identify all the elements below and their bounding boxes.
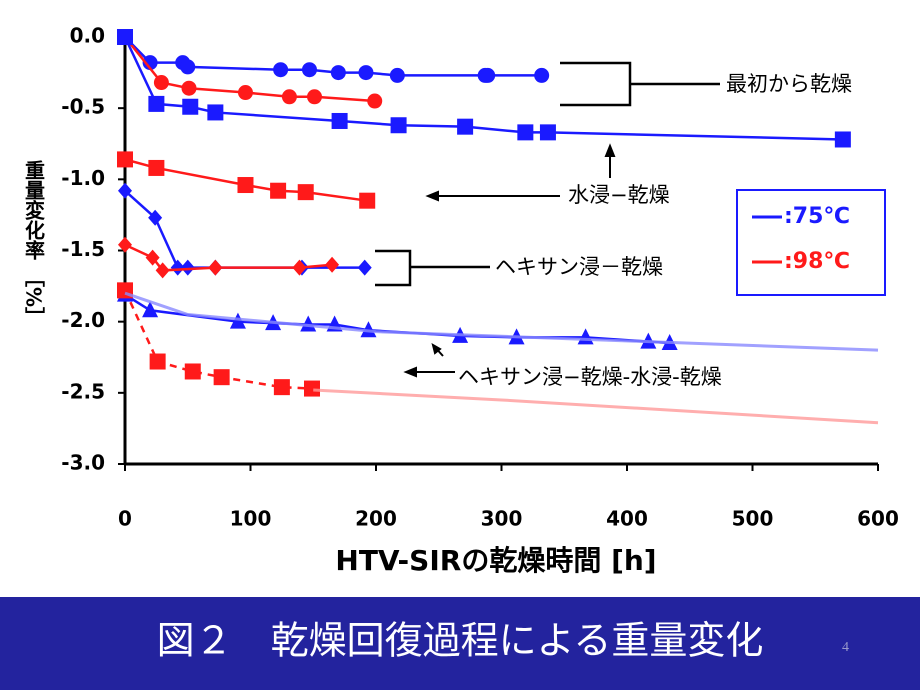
marker xyxy=(182,98,199,115)
annotation-graphics xyxy=(375,61,720,378)
marker xyxy=(117,151,133,168)
x-tick-label: 200 xyxy=(355,507,397,531)
series-line xyxy=(313,388,879,425)
marker xyxy=(281,89,297,105)
marker xyxy=(331,112,348,129)
annotation: ヘキサン浸－乾燥 xyxy=(495,255,663,279)
marker xyxy=(142,55,158,71)
marker xyxy=(292,259,307,276)
marker xyxy=(237,85,253,101)
series-line xyxy=(123,36,843,141)
caption: 図２ 乾燥回復過程による重量変化 xyxy=(157,619,764,663)
y-tick-label: -2.0 xyxy=(61,308,105,332)
y-tick-label: -2.5 xyxy=(61,379,105,403)
marker xyxy=(155,262,170,279)
marker xyxy=(307,89,323,105)
marker xyxy=(834,131,851,148)
marker xyxy=(208,259,223,276)
annotation: 水浸−乾燥 xyxy=(568,183,670,207)
legend-label: :98℃ xyxy=(784,249,850,274)
marker xyxy=(330,65,346,81)
marker xyxy=(480,67,496,83)
marker xyxy=(517,124,534,141)
y-tick-label: -3.0 xyxy=(61,451,105,475)
x-tick-label: 500 xyxy=(732,507,774,531)
marker xyxy=(273,62,289,78)
marker xyxy=(180,59,196,75)
marker xyxy=(181,80,197,96)
marker xyxy=(184,363,201,380)
page-number: 4 xyxy=(842,640,849,655)
y-tick-label: -1.5 xyxy=(61,237,105,261)
marker xyxy=(149,353,166,370)
caption-band xyxy=(0,597,920,690)
x-tick-label: 400 xyxy=(606,507,648,531)
marker xyxy=(229,312,246,329)
marker xyxy=(118,182,132,199)
marker xyxy=(457,118,474,135)
annotation: 最初から乾燥 xyxy=(726,72,852,96)
x-tick-label: 300 xyxy=(481,507,523,531)
series-line xyxy=(124,293,670,345)
marker xyxy=(357,259,372,276)
legend-label: :75℃ xyxy=(784,204,850,229)
x-axis-label: HTV-SIRの乾燥時間 [h] xyxy=(335,544,656,577)
marker xyxy=(358,65,374,81)
y-tick-label: -1.0 xyxy=(61,166,105,190)
marker xyxy=(148,95,165,112)
marker xyxy=(301,62,317,78)
marker xyxy=(539,124,556,141)
marker xyxy=(142,301,159,318)
marker xyxy=(359,192,376,209)
x-tick-label: 100 xyxy=(230,507,272,531)
marker xyxy=(237,177,254,194)
legend-box xyxy=(736,189,886,296)
y-tick-label: -0.5 xyxy=(61,95,105,119)
marker xyxy=(273,379,290,396)
marker xyxy=(534,67,550,83)
marker xyxy=(297,184,314,201)
marker xyxy=(213,369,230,386)
marker xyxy=(148,209,163,226)
marker xyxy=(170,259,185,276)
marker xyxy=(360,321,377,338)
marker xyxy=(117,29,133,45)
marker xyxy=(153,75,169,91)
marker xyxy=(390,117,407,134)
marker xyxy=(180,259,195,276)
marker xyxy=(118,236,132,253)
marker xyxy=(303,380,320,397)
marker xyxy=(367,93,383,109)
marker xyxy=(207,104,224,121)
x-tick-label: 0 xyxy=(118,507,132,531)
marker xyxy=(270,182,287,199)
marker xyxy=(145,249,160,266)
marker xyxy=(325,256,340,273)
series-line xyxy=(124,291,879,352)
marker xyxy=(389,67,405,83)
marker xyxy=(300,315,317,332)
x-tick-label: 600 xyxy=(857,507,899,531)
annotation: ヘキサン浸−乾燥‐水浸‐乾燥 xyxy=(458,365,722,389)
y-tick-label: 0.0 xyxy=(70,24,105,48)
marker xyxy=(148,159,165,176)
y-axis-label: 重量変化率 ［%］ xyxy=(22,160,46,327)
